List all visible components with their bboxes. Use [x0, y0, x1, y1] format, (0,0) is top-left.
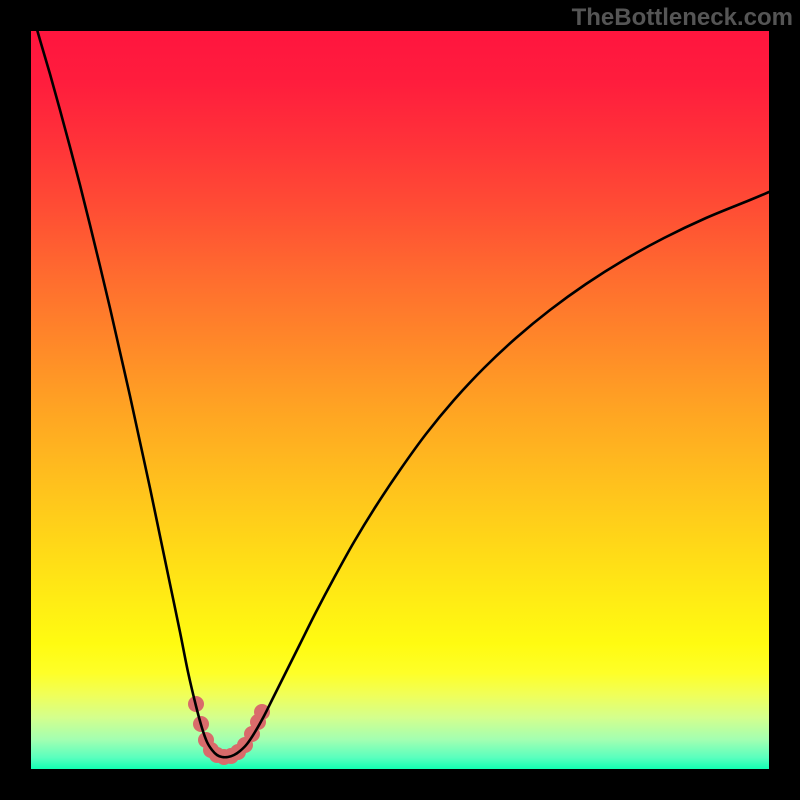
chart-svg	[0, 0, 800, 800]
plot-area	[31, 31, 769, 769]
chart-canvas: TheBottleneck.com	[0, 0, 800, 800]
watermark-text: TheBottleneck.com	[572, 4, 793, 32]
